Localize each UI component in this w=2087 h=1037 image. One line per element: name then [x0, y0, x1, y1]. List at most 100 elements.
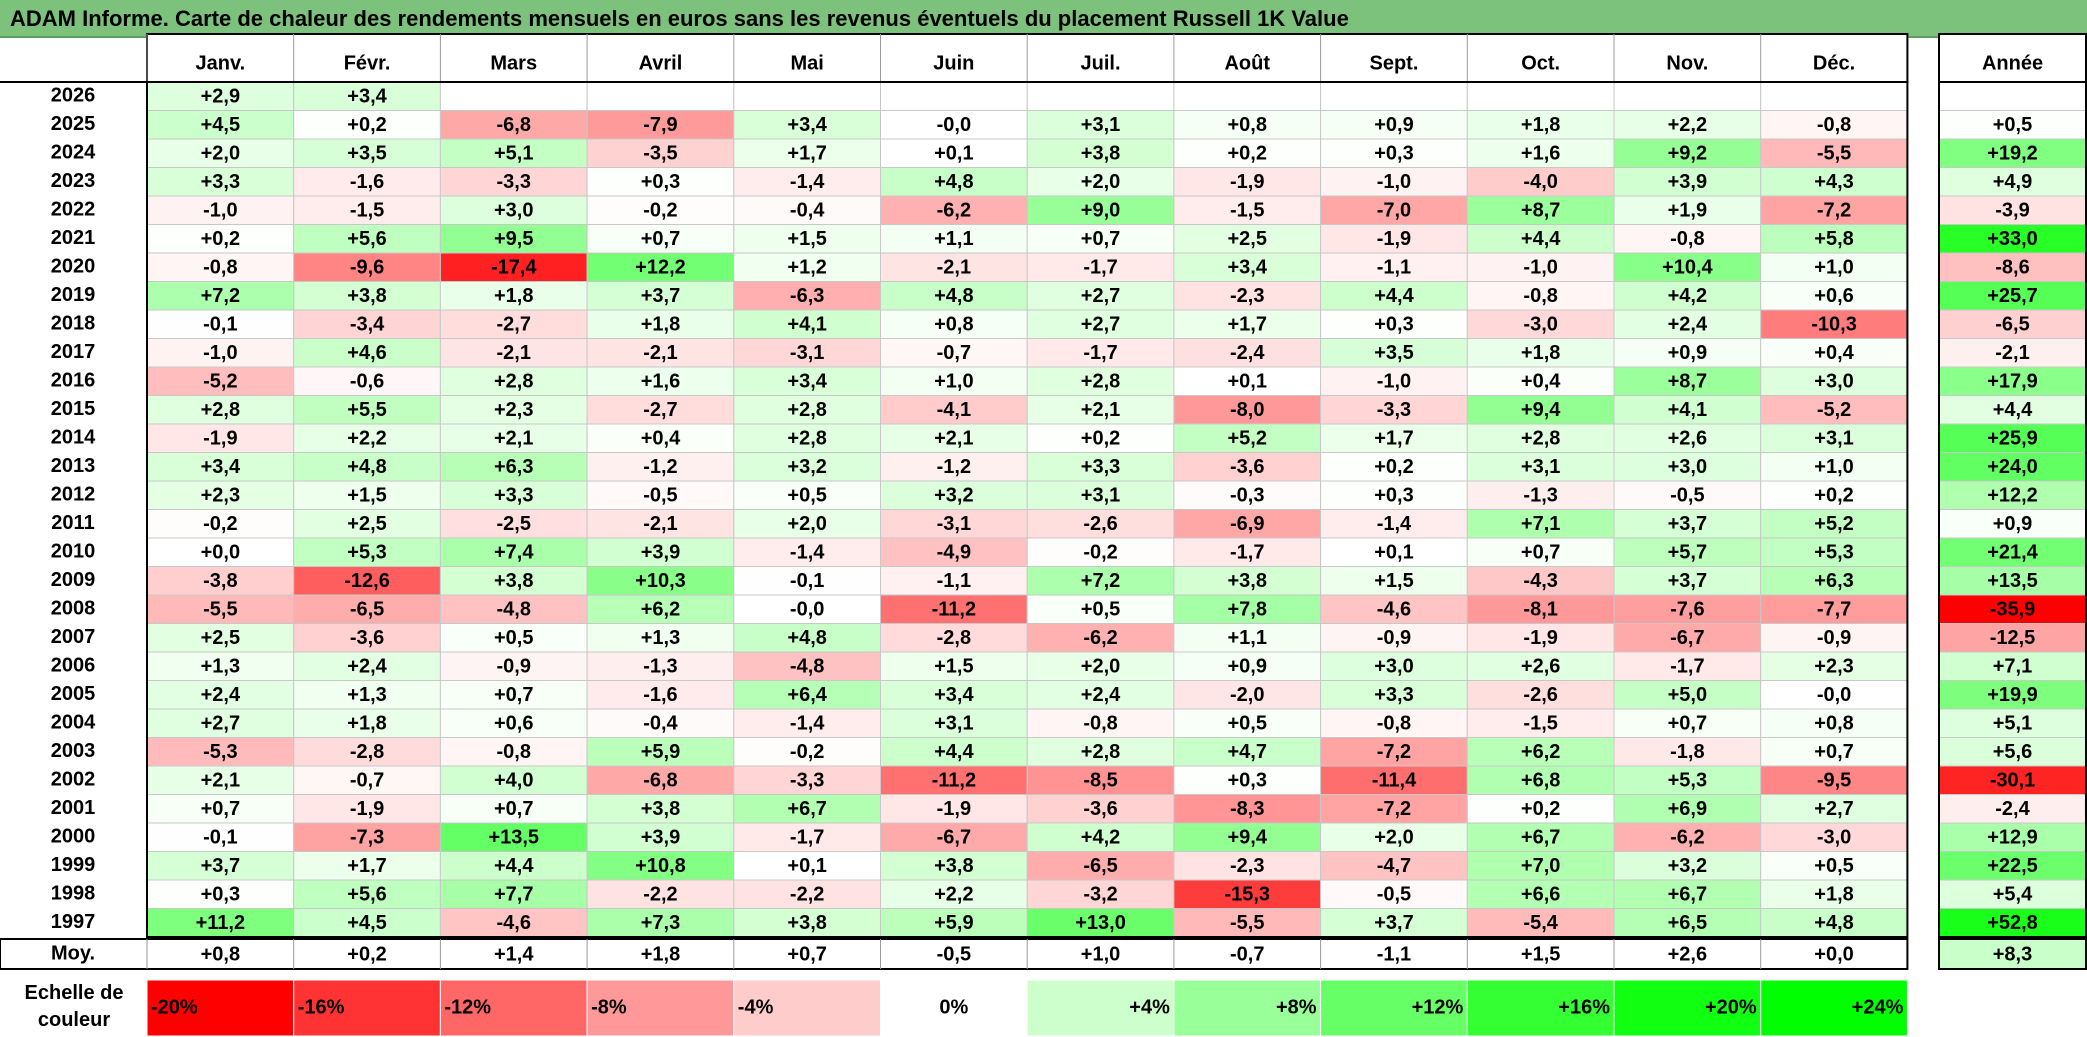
average-cell-value: +1,5: [1521, 943, 1560, 965]
annual-cell-value: -30,1: [1990, 770, 2036, 792]
year-label: 2024: [51, 142, 96, 164]
heatmap-cell: [733, 822, 881, 852]
heatmap-cell-value: -9,6: [350, 257, 384, 279]
color-scale-label: -12%: [444, 996, 491, 1018]
heatmap-cell-value: +3,7: [1668, 570, 1707, 592]
heatmap-cell-value: +2,0: [787, 513, 826, 535]
heatmap-cell: [880, 224, 1028, 254]
heatmap-cell: [1760, 822, 1908, 852]
heatmap-cell-value: +1,3: [641, 627, 680, 649]
annual-cell-value: -35,9: [1990, 599, 2036, 621]
heatmap-cell-value: +0,6: [1814, 285, 1853, 307]
heatmap-cell-value: -0,0: [937, 114, 971, 136]
annual-cell-value: -12,5: [1990, 627, 2036, 649]
heatmap-cell: [293, 423, 441, 453]
heatmap-cell: [586, 794, 735, 824]
average-cell-value: +0,2: [347, 943, 386, 965]
heatmap-cell: [1613, 195, 1762, 225]
heatmap-cell: [733, 908, 881, 938]
annual-cell: [1938, 822, 2087, 852]
heatmap-cell-value: -0,1: [203, 827, 237, 849]
heatmap-cell-value: -3,6: [1083, 798, 1117, 820]
heatmap-cell: [880, 138, 1028, 168]
heatmap-cell: [1466, 480, 1615, 510]
heatmap-cell-value: -1,3: [643, 656, 677, 678]
heatmap-cell: [880, 794, 1028, 824]
heatmap-cell-value: -4,8: [497, 599, 531, 621]
color-scale-label: -16%: [298, 996, 345, 1018]
heatmap-cell: [439, 167, 588, 197]
heatmap-cell: [1026, 480, 1175, 510]
heatmap-cell: [293, 252, 441, 282]
heatmap-cell: [1173, 708, 1322, 738]
heatmap-cell: [1173, 908, 1322, 938]
color-scale-swatch: [1026, 979, 1175, 1037]
heatmap-cell: [1026, 395, 1175, 425]
heatmap-cell: [439, 566, 588, 596]
year-label: 2005: [51, 683, 96, 705]
annual-cell-value: +52,8: [1987, 912, 2038, 934]
heatmap-cell: [1173, 138, 1322, 168]
heatmap-cell-value: +4,5: [347, 912, 386, 934]
average-annual-value: +8,3: [1993, 943, 2032, 965]
heatmap-cell-value: +0,2: [1081, 428, 1120, 450]
heatmap-cell-value: +1,5: [934, 656, 973, 678]
heatmap-cell: [586, 338, 735, 368]
heatmap-cell-value: +1,8: [1814, 884, 1853, 906]
heatmap-cell-value: +5,2: [1814, 513, 1853, 535]
heatmap-cell: [1173, 480, 1322, 510]
heatmap-cell-value: +7,7: [494, 884, 533, 906]
heatmap-cell: [1026, 680, 1175, 710]
heatmap-cell: [733, 195, 881, 225]
heatmap-cell-value: -0,4: [643, 713, 678, 735]
heatmap-cell: [880, 537, 1028, 567]
heatmap-cell-value: -0,8: [1377, 713, 1411, 735]
month-header: Juil.: [1081, 52, 1121, 74]
heatmap-cell-value: -0,6: [350, 371, 384, 393]
heatmap-cell-value: +1,1: [1228, 627, 1267, 649]
heatmap-cell: [293, 594, 441, 624]
heatmap-cell-value: +3,2: [1668, 855, 1707, 877]
heatmap-cell-value: -7,9: [643, 114, 677, 136]
heatmap-cell: [1613, 594, 1762, 624]
heatmap-cell-value: +0,1: [1374, 542, 1413, 564]
average-cell-value: +1,0: [1081, 943, 1120, 965]
heatmap-cell: [1613, 224, 1762, 254]
heatmap-cell-value: +0,1: [934, 143, 973, 165]
heatmap-cell: [733, 338, 881, 368]
heatmap-cell-value: -7,2: [1377, 741, 1411, 763]
heatmap-cell: [293, 537, 441, 567]
year-label: 2017: [51, 341, 96, 363]
heatmap-cell-value: -1,4: [1377, 513, 1412, 535]
annual-cell-value: +19,9: [1987, 684, 2038, 706]
year-label: 2023: [51, 170, 96, 192]
heatmap-cell: [146, 822, 295, 852]
heatmap-cell: [1173, 851, 1322, 881]
heatmap-cell-value: +3,1: [1521, 456, 1560, 478]
heatmap-cell: [146, 651, 295, 681]
heatmap-cell-value: -2,3: [1230, 285, 1264, 307]
heatmap-cell-value: +4,1: [787, 314, 826, 336]
heatmap-cell: [293, 509, 441, 539]
heatmap-cell-value: -3,2: [1083, 884, 1117, 906]
heatmap-cell-value: +2,1: [1081, 399, 1120, 421]
heatmap-cell: [1760, 908, 1908, 938]
heatmap-cell: [293, 908, 441, 938]
average-annual-cell: [1938, 938, 2087, 970]
heatmap-cell: [1320, 537, 1468, 567]
heatmap-cell-value: +5,2: [1228, 428, 1267, 450]
heatmap-cell-value: +3,8: [641, 798, 680, 820]
annual-cell-value: +25,9: [1987, 428, 2038, 450]
heatmap-cell-value: +1,6: [641, 371, 680, 393]
heatmap-cell: [1466, 708, 1615, 738]
heatmap-cell-value: -0,4: [790, 200, 825, 222]
heatmap-cell: [293, 110, 441, 140]
heatmap-cell-value: +6,2: [641, 599, 680, 621]
heatmap-cell-value: +3,5: [1374, 342, 1413, 364]
heatmap-cell-value: -7,2: [1817, 200, 1851, 222]
heatmap-cell-value: +1,1: [934, 228, 973, 250]
heatmap-cell-value: +1,7: [1374, 428, 1413, 450]
heatmap-cell-value: -3,6: [350, 627, 384, 649]
heatmap-cell: [1466, 765, 1615, 795]
month-header: Déc.: [1813, 52, 1855, 74]
